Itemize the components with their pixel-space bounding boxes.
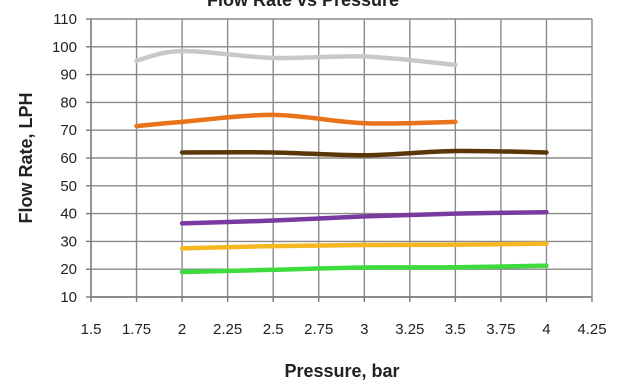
y-tick-label: 60 [60, 150, 77, 167]
y-tick-label: 90 [60, 67, 77, 84]
series-line-3 [179, 148, 549, 158]
x-tick-label: 4.25 [577, 321, 606, 338]
x-tick-label: 1.75 [122, 321, 151, 338]
grid-lines [90, 18, 593, 298]
x-tick-label: 4 [542, 321, 550, 338]
y-tick-label: 100 [52, 39, 77, 56]
y-axis-title: Flow Rate, LPH [16, 92, 36, 223]
series-line-5 [179, 241, 549, 251]
x-tick-label: 2 [178, 321, 186, 338]
y-tick-label: 20 [60, 261, 77, 278]
y-tick-label: 50 [60, 178, 77, 195]
x-tick-label: 3.5 [445, 321, 466, 338]
x-tick-label: 3.25 [395, 321, 424, 338]
x-tick-label: 2.75 [304, 321, 333, 338]
x-tick-label: 3 [360, 321, 368, 338]
series-line-2 [134, 112, 458, 129]
series-line-4 [179, 209, 549, 226]
y-tick-label: 30 [60, 233, 77, 250]
x-tick-label: 3.75 [486, 321, 515, 338]
y-tick-label: 80 [60, 94, 77, 111]
y-tick-labels: 10 20 30 40 50 60 70 80 90 100 110 [52, 11, 77, 306]
y-tick-label: 40 [60, 206, 77, 223]
x-tick-label: 2.5 [263, 321, 284, 338]
series-line-1 [134, 48, 458, 68]
axes [86, 18, 593, 302]
x-tick-label: 2.25 [213, 321, 242, 338]
series-lines [134, 48, 549, 275]
y-tick-label: 110 [53, 11, 77, 28]
x-tick-labels: 1.5 1.75 2 2.25 2.5 2.75 3 3.25 3.5 3.75 4 4.25 [81, 321, 607, 338]
x-tick-label: 1.5 [81, 321, 102, 338]
series-line-6 [179, 263, 549, 275]
y-tick-label: 10 [60, 289, 77, 306]
chart-title: Flow Rate vs Pressure [207, 0, 399, 10]
x-axis-title: Pressure, bar [284, 361, 399, 380]
y-tick-label: 70 [60, 122, 77, 139]
